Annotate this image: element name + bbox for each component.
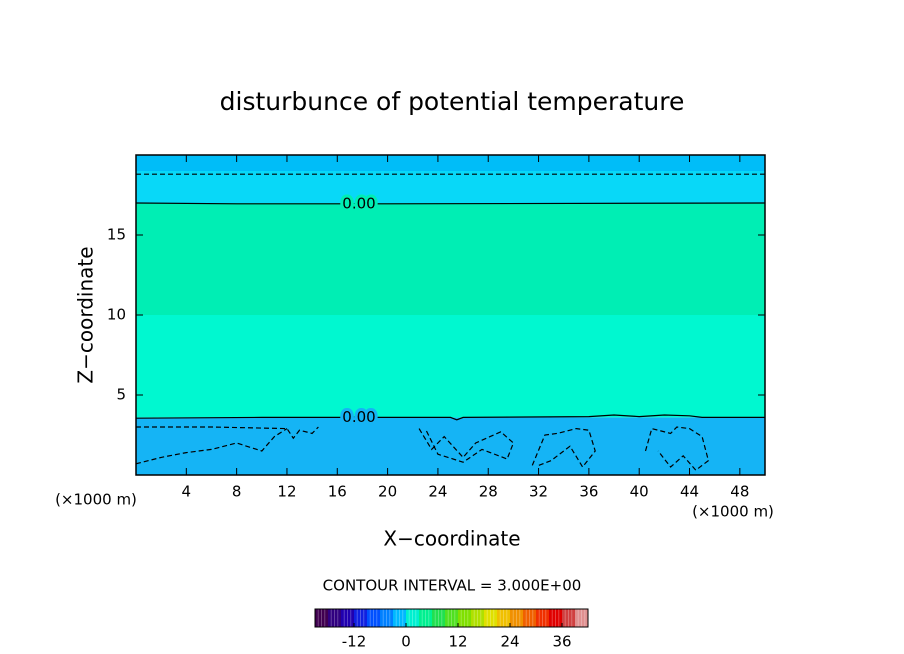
x-tick-label: 24 <box>428 483 447 501</box>
contour-label: 0.00 <box>342 408 375 426</box>
x-tick-label: 20 <box>378 483 397 501</box>
colorbar-cell <box>328 609 341 627</box>
contour-label: 0.00 <box>342 194 375 212</box>
contour-line <box>136 414 765 421</box>
colorbar-cell <box>523 609 536 627</box>
x-tick-label: 4 <box>182 483 192 501</box>
contour-line <box>136 426 319 440</box>
colorbar-cell <box>445 609 458 627</box>
colorbar-cell <box>406 609 419 627</box>
x-unit: (×1000 m) <box>692 503 774 521</box>
colorbar-cell <box>484 609 497 627</box>
fill-band <box>136 155 765 171</box>
y-tick-label: 10 <box>107 306 126 324</box>
x-tick-label: 8 <box>232 483 242 501</box>
y-tick-label: 15 <box>107 226 126 244</box>
colorbar-tick-label: -12 <box>342 633 367 651</box>
fill-band <box>136 417 765 475</box>
colorbar-tick-label: 12 <box>448 633 467 651</box>
x-tick-label: 16 <box>328 483 347 501</box>
colorbar-cell <box>497 609 510 627</box>
colorbar-cell <box>510 609 523 627</box>
y-tick-label: 5 <box>116 386 126 404</box>
colorbar-tick-label: 0 <box>401 633 411 651</box>
fill-band <box>136 203 765 315</box>
y-axis-label: Z−coordinate <box>74 246 98 383</box>
colorbar-cell <box>458 609 471 627</box>
colorbar-cell <box>315 609 328 627</box>
contour-line <box>531 427 596 469</box>
chart-title: disturbunce of potential temperature <box>220 87 685 116</box>
x-tick-label: 36 <box>579 483 598 501</box>
colorbar-cell <box>471 609 484 627</box>
fill-band <box>136 315 765 418</box>
plot-area <box>136 155 765 475</box>
colorbar-cell <box>341 609 354 627</box>
colorbar-cell <box>432 609 445 627</box>
colorbar-cell <box>562 609 575 627</box>
colorbar-cell <box>549 609 562 627</box>
colorbar-cell <box>575 609 588 627</box>
colorbar-tick-label: 36 <box>552 633 571 651</box>
colorbar-cell <box>367 609 380 627</box>
x-tick-label: 44 <box>680 483 699 501</box>
contour-line <box>136 428 288 465</box>
contour-line <box>644 426 710 472</box>
y-unit: (×1000 m) <box>55 491 137 509</box>
contour-interval: CONTOUR INTERVAL = 3.000E+00 <box>323 577 582 595</box>
x-tick-label: 28 <box>479 483 498 501</box>
colorbar-cell <box>354 609 367 627</box>
colorbar-cell <box>380 609 393 627</box>
contour-line <box>136 202 765 205</box>
colorbar-cell <box>393 609 406 627</box>
x-tick-label: 12 <box>277 483 296 501</box>
colorbar-cell <box>536 609 549 627</box>
colorbar-tick-label: 24 <box>500 633 519 651</box>
x-tick-label: 48 <box>730 483 749 501</box>
x-tick-label: 40 <box>630 483 649 501</box>
x-tick-label: 32 <box>529 483 548 501</box>
colorbar-cell <box>419 609 432 627</box>
x-axis-label: X−coordinate <box>383 527 520 551</box>
fill-band <box>136 171 765 203</box>
colorbar-frame <box>314 608 589 628</box>
